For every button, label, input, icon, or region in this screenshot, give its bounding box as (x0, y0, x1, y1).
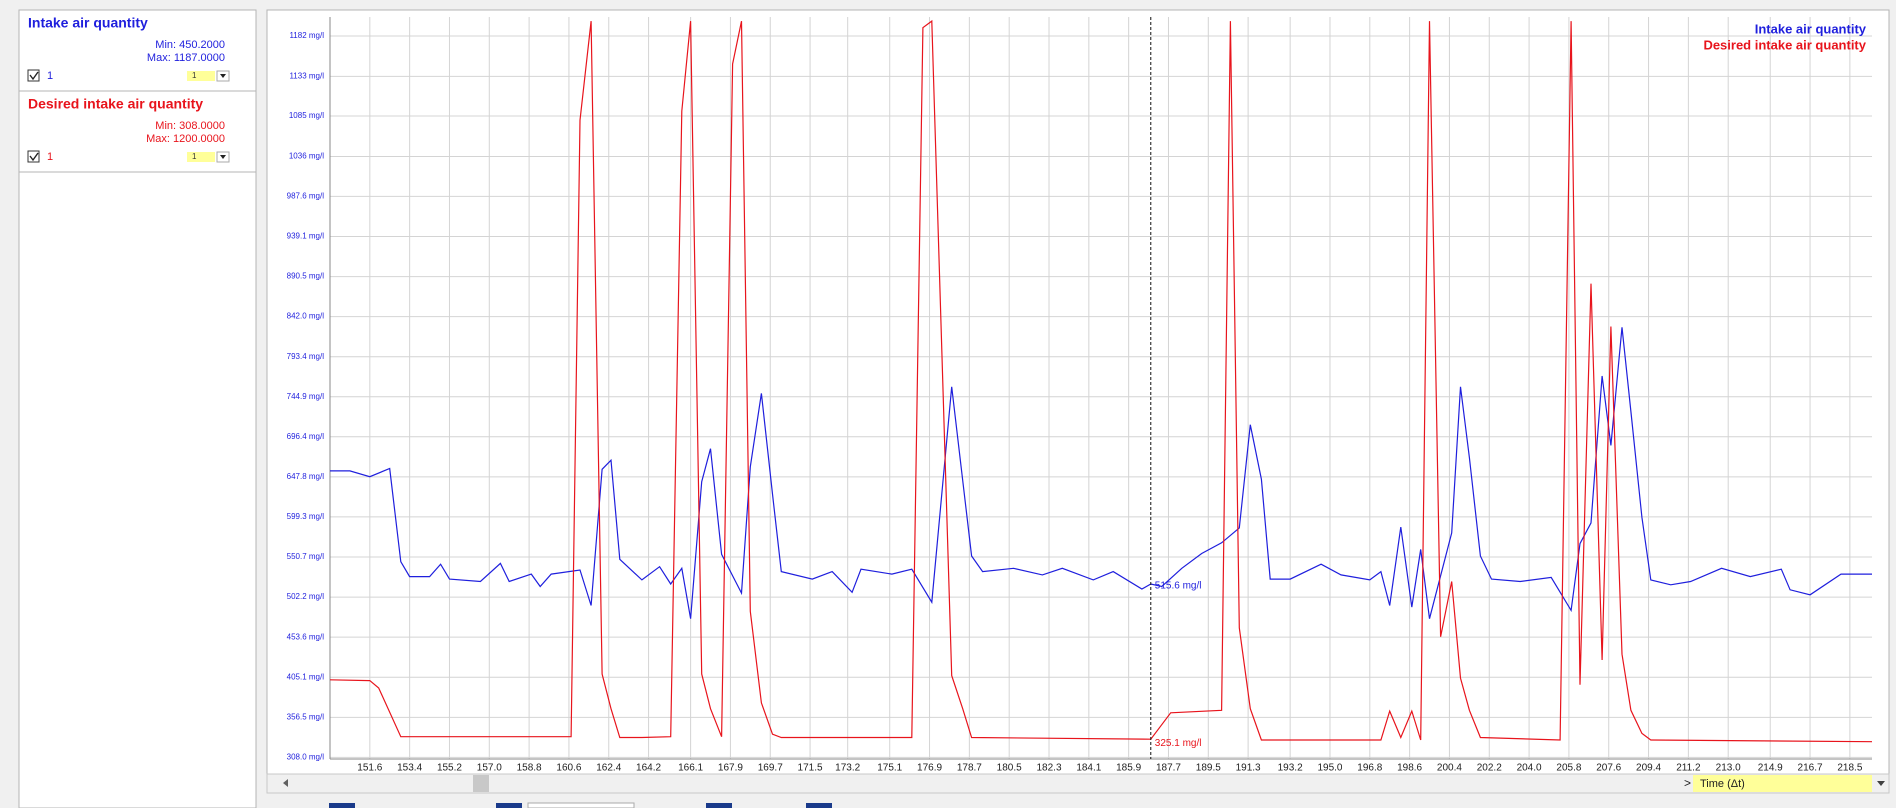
x-tick-label: 171.5 (798, 763, 823, 774)
x-tick-label: 211.2 (1676, 763, 1701, 774)
checkbox-label: 1 (47, 70, 53, 82)
selector-value: 1 (192, 152, 197, 161)
x-tick-label: 184.1 (1076, 763, 1101, 774)
x-tick-label: 180.5 (997, 763, 1022, 774)
selector[interactable] (187, 152, 215, 162)
time-selector[interactable] (1693, 775, 1872, 792)
x-tick-label: 209.4 (1636, 763, 1661, 774)
y-tick-label: 1182 mg/l (289, 31, 324, 40)
y-tick-label: 842.0 mg/l (287, 312, 325, 321)
x-tick-label: 175.1 (877, 763, 902, 774)
x-tick-label: 193.2 (1278, 763, 1303, 774)
checkmark (29, 71, 39, 81)
selector[interactable] (187, 71, 215, 81)
y-tick-label: 647.8 mg/l (287, 472, 325, 481)
toolbar-icon[interactable] (496, 803, 522, 808)
y-tick-label: 744.9 mg/l (287, 392, 325, 401)
toolbar-icon[interactable] (329, 803, 355, 808)
cursor-readout: 515.6 mg/l (1155, 581, 1202, 592)
scroll-next[interactable]: > (1684, 776, 1691, 790)
toolbar-icon[interactable] (806, 803, 832, 808)
series-line (330, 19, 1872, 743)
selector-arrow (220, 155, 226, 159)
cursor-readout: 325.1 mg/l (1155, 738, 1202, 749)
series-line (330, 327, 1872, 619)
x-tick-label: 162.4 (596, 763, 621, 774)
toolbar-input[interactable] (527, 802, 635, 808)
y-tick-label: 405.1 mg/l (287, 672, 325, 681)
x-tick-label: 151.6 (357, 763, 382, 774)
x-tick-label: 158.8 (517, 763, 542, 774)
scrollbar[interactable] (266, 773, 1890, 794)
x-tick-label: 157.0 (477, 763, 502, 774)
signal-title: Intake air quantity (28, 15, 148, 31)
x-tick-label: 196.8 (1357, 763, 1382, 774)
signal-max: Max: 1187.0000 (147, 52, 225, 64)
checkmark (29, 152, 39, 162)
signal-max: Max: 1200.0000 (146, 133, 225, 145)
x-tick-label: 202.2 (1477, 763, 1502, 774)
signal-panel (18, 9, 257, 808)
signal-min: Min: 450.2000 (155, 39, 225, 51)
y-tick-label: 1036 mg/l (289, 152, 324, 161)
x-tick-label: 205.8 (1556, 763, 1581, 774)
y-tick-label: 793.4 mg/l (287, 352, 325, 361)
selector-value: 1 (192, 71, 197, 80)
x-tick-label: 185.9 (1116, 763, 1141, 774)
x-tick-label: 207.6 (1596, 763, 1621, 774)
x-tick-label: 216.7 (1798, 763, 1823, 774)
signal-min: Min: 308.0000 (155, 120, 225, 132)
plot (330, 19, 1872, 743)
scroll-left[interactable] (283, 779, 288, 787)
y-tick-label: 356.5 mg/l (287, 712, 325, 721)
checkbox-label: 1 (47, 151, 53, 163)
time-selector-arrow[interactable] (1877, 781, 1885, 786)
y-tick-label: 550.7 mg/l (287, 552, 325, 561)
checkbox[interactable] (27, 69, 40, 82)
y-tick-label: 453.6 mg/l (287, 632, 325, 641)
x-tick-label: 182.3 (1036, 763, 1061, 774)
signal-title: Desired intake air quantity (28, 96, 203, 112)
x-tick-label: 200.4 (1437, 763, 1462, 774)
y-tick-label: 939.1 mg/l (287, 232, 325, 241)
x-tick-label: 214.9 (1758, 763, 1783, 774)
selector-arrow (220, 74, 226, 78)
x-tick-label: 189.5 (1196, 763, 1221, 774)
checkbox[interactable] (27, 150, 40, 163)
x-tick-label: 160.6 (556, 763, 581, 774)
x-tick-label: 204.0 (1517, 763, 1542, 774)
legend-entry: Intake air quantity (1755, 21, 1867, 36)
x-tick-label: 176.9 (917, 763, 942, 774)
x-tick-label: 166.1 (678, 763, 703, 774)
y-tick-label: 599.3 mg/l (287, 512, 325, 521)
legend-entry: Desired intake air quantity (1703, 37, 1866, 52)
toolbar-icon[interactable] (706, 803, 732, 808)
x-tick-label: 191.3 (1236, 763, 1261, 774)
x-tick-label: 155.2 (437, 763, 462, 774)
x-tick-label: 195.0 (1317, 763, 1342, 774)
x-tick-label: 169.7 (758, 763, 783, 774)
y-tick-label: 890.5 mg/l (287, 272, 325, 281)
chart-frame (266, 9, 1890, 775)
y-tick-label: 696.4 mg/l (287, 432, 325, 441)
x-tick-label: 198.6 (1397, 763, 1422, 774)
x-tick-label: 187.7 (1156, 763, 1181, 774)
y-tick-label: 1133 mg/l (289, 72, 324, 81)
x-tick-label: 218.5 (1837, 763, 1862, 774)
x-tick-label: 178.7 (957, 763, 982, 774)
x-tick-label: 153.4 (397, 763, 422, 774)
x-tick-label: 213.0 (1716, 763, 1741, 774)
x-tick-label: 173.2 (835, 763, 860, 774)
scroll-thumb[interactable] (473, 775, 489, 792)
y-tick-label: 1085 mg/l (289, 111, 324, 120)
x-tick-label: 167.9 (718, 763, 743, 774)
y-tick-label: 502.2 mg/l (287, 592, 325, 601)
y-tick-label: 987.6 mg/l (287, 192, 325, 201)
x-tick-label: 164.2 (636, 763, 661, 774)
y-tick-label: 308.0 mg/l (287, 752, 325, 761)
time-label: Time (Δt) (1700, 778, 1745, 790)
